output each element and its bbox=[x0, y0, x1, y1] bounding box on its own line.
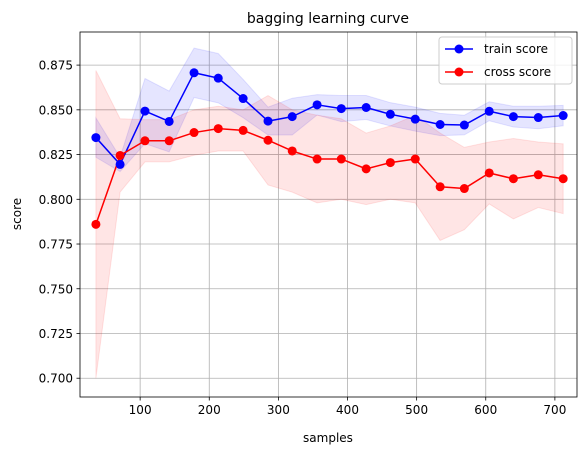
legend-train-label: train score bbox=[484, 42, 548, 56]
series-points bbox=[91, 68, 568, 229]
train-score-point bbox=[164, 116, 174, 126]
x-tick-label: 500 bbox=[405, 403, 428, 417]
y-tick-label: 0.775 bbox=[39, 238, 73, 252]
x-tick-label: 400 bbox=[336, 403, 359, 417]
train-score-point bbox=[140, 106, 150, 116]
cross-score-point bbox=[410, 154, 420, 164]
x-tick-label: 200 bbox=[198, 403, 221, 417]
x-axis-ticks: 100 200 300 400 500 600 700 bbox=[129, 397, 566, 417]
cross-score-point bbox=[91, 219, 101, 229]
train-score-point bbox=[115, 159, 125, 169]
train-score-point bbox=[435, 120, 445, 130]
cross-score-point bbox=[263, 135, 273, 145]
x-tick-label: 600 bbox=[474, 403, 497, 417]
legend-train-marker bbox=[454, 44, 464, 54]
cross-score-point bbox=[140, 136, 150, 146]
train-score-point bbox=[459, 120, 469, 130]
chart-title: bagging learning curve bbox=[247, 11, 409, 27]
y-tick-label: 0.850 bbox=[39, 103, 73, 117]
legend-cross-label: cross score bbox=[484, 65, 551, 79]
train-score-point bbox=[263, 116, 273, 126]
train-score-point bbox=[213, 73, 223, 83]
y-axis-label: score bbox=[10, 198, 24, 230]
cross-score-point bbox=[558, 174, 568, 184]
y-tick-label: 0.750 bbox=[39, 282, 73, 296]
plot-frame bbox=[79, 31, 578, 398]
cross-score-point bbox=[533, 170, 543, 180]
cross-score-point bbox=[385, 158, 395, 168]
cross-score-point bbox=[484, 168, 494, 178]
train-score-point bbox=[484, 106, 494, 116]
grid-lines bbox=[80, 32, 577, 397]
cross-score-point bbox=[164, 136, 174, 146]
train-score-band bbox=[95, 47, 564, 173]
train-score-point bbox=[91, 133, 101, 143]
cross-score-point bbox=[435, 182, 445, 192]
train-score-point bbox=[287, 112, 297, 122]
y-tick-label: 0.825 bbox=[39, 148, 73, 162]
x-axis-label: samples bbox=[303, 431, 353, 445]
y-tick-label: 0.800 bbox=[39, 193, 73, 207]
train-score-point bbox=[336, 104, 346, 114]
x-tick-label: 100 bbox=[129, 403, 152, 417]
train-score-point bbox=[533, 113, 543, 123]
train-score-point bbox=[410, 114, 420, 124]
cross-score-point bbox=[287, 146, 297, 156]
cross-score-point bbox=[361, 164, 371, 174]
train-score-point bbox=[508, 112, 518, 122]
x-tick-label: 700 bbox=[543, 403, 566, 417]
train-score-point bbox=[361, 103, 371, 113]
cross-score-point bbox=[336, 154, 346, 164]
cross-score-point bbox=[508, 174, 518, 184]
y-axis-ticks: 0.700 0.725 0.750 0.775 0.800 0.825 0.850 0.875 bbox=[39, 59, 80, 386]
train-score-point bbox=[189, 68, 199, 78]
cross-score-point bbox=[189, 128, 199, 138]
train-score-point bbox=[385, 109, 395, 119]
train-score-point bbox=[238, 94, 248, 104]
x-tick-label: 300 bbox=[267, 403, 290, 417]
train-score-point bbox=[312, 100, 322, 110]
train-score-line bbox=[95, 72, 564, 166]
cross-score-point bbox=[213, 124, 223, 134]
train-score-point bbox=[558, 111, 568, 121]
legend-cross-marker bbox=[454, 67, 464, 77]
cross-score-point bbox=[459, 184, 469, 194]
legend: train score cross score bbox=[438, 36, 573, 85]
score-bands bbox=[95, 47, 564, 379]
cross-score-point bbox=[312, 154, 322, 164]
y-tick-label: 0.875 bbox=[39, 59, 73, 73]
cross-score-point bbox=[115, 150, 125, 160]
y-tick-label: 0.725 bbox=[39, 327, 73, 341]
cross-score-point bbox=[238, 125, 248, 135]
y-tick-label: 0.700 bbox=[39, 372, 73, 386]
cross-score-band bbox=[95, 70, 564, 379]
